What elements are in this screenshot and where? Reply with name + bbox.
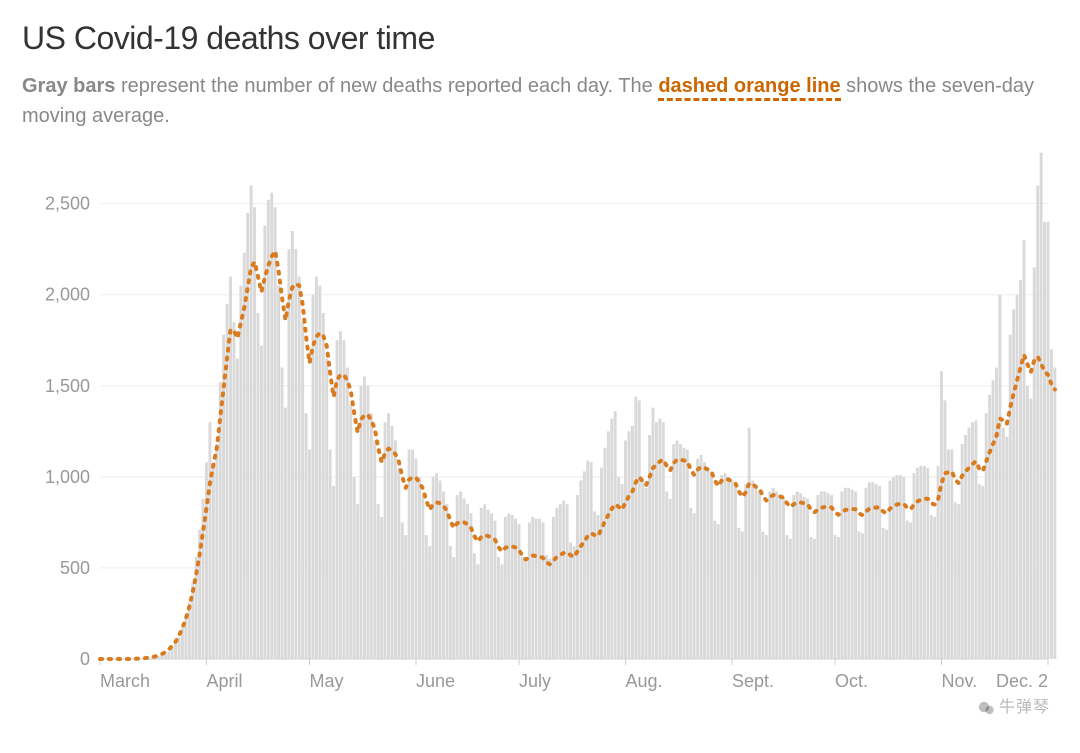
svg-text:500: 500 — [60, 558, 90, 578]
chart-card: US Covid-19 deaths over time Gray bars r… — [0, 0, 1080, 753]
svg-text:Aug.: Aug. — [626, 671, 663, 691]
svg-text:Oct.: Oct. — [835, 671, 868, 691]
chart-subtitle: Gray bars represent the number of new de… — [22, 71, 1058, 131]
legend-gray-bars: Gray bars — [22, 75, 115, 97]
svg-text:2,000: 2,000 — [45, 285, 90, 305]
svg-text:July: July — [519, 671, 551, 691]
svg-text:May: May — [310, 671, 344, 691]
svg-text:Dec. 2: Dec. 2 — [996, 671, 1048, 691]
svg-text:2,500: 2,500 — [45, 194, 90, 214]
svg-text:March: March — [100, 671, 150, 691]
legend-orange-line: dashed orange line — [658, 75, 840, 101]
chart-plot-area: 0 500 1,000 1,500 2,000 2,500 March April May Jun… — [22, 139, 1058, 729]
svg-text:Sept.: Sept. — [732, 671, 774, 691]
chart-title: US Covid-19 deaths over time — [22, 20, 1058, 57]
svg-text:June: June — [416, 671, 455, 691]
svg-text:1,000: 1,000 — [45, 467, 90, 487]
watermark-text: 牛弹琴 — [999, 699, 1050, 716]
svg-text:April: April — [206, 671, 242, 691]
chart-svg: 0 500 1,000 1,500 2,000 2,500 March April May Jun… — [22, 139, 1058, 729]
svg-text:Nov.: Nov. — [942, 671, 978, 691]
wechat-icon — [977, 699, 995, 717]
svg-text:0: 0 — [80, 649, 90, 669]
watermark: 牛弹琴 — [977, 693, 1050, 717]
svg-text:1,500: 1,500 — [45, 376, 90, 396]
subtitle-text-1: represent the number of new deaths repor… — [115, 75, 658, 97]
